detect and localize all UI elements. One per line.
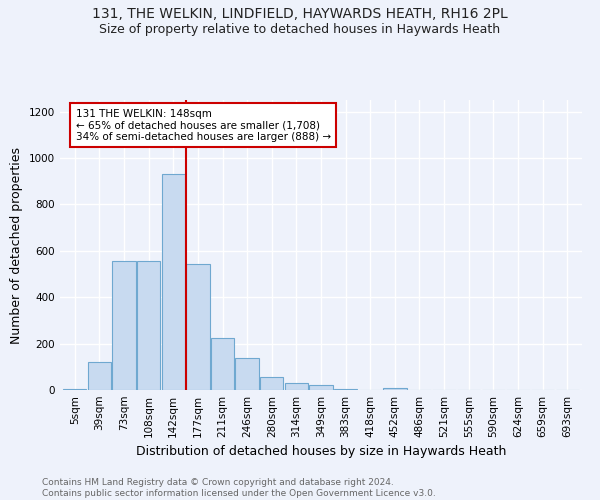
Bar	[260, 377, 283, 390]
Bar	[235, 358, 259, 390]
Bar	[334, 389, 358, 390]
Bar	[112, 261, 136, 390]
Text: 131, THE WELKIN, LINDFIELD, HAYWARDS HEATH, RH16 2PL: 131, THE WELKIN, LINDFIELD, HAYWARDS HEA…	[92, 8, 508, 22]
Text: Contains HM Land Registry data © Crown copyright and database right 2024.
Contai: Contains HM Land Registry data © Crown c…	[42, 478, 436, 498]
Bar	[88, 362, 111, 390]
Text: 131 THE WELKIN: 148sqm
← 65% of detached houses are smaller (1,708)
34% of semi-: 131 THE WELKIN: 148sqm ← 65% of detached…	[76, 108, 331, 142]
Bar	[161, 174, 185, 390]
Bar	[383, 388, 407, 390]
Bar	[63, 389, 86, 390]
Bar	[310, 386, 332, 390]
Bar	[137, 261, 160, 390]
Bar	[211, 338, 234, 390]
Text: Size of property relative to detached houses in Haywards Heath: Size of property relative to detached ho…	[100, 22, 500, 36]
Bar	[186, 264, 209, 390]
X-axis label: Distribution of detached houses by size in Haywards Heath: Distribution of detached houses by size …	[136, 446, 506, 458]
Bar	[284, 383, 308, 390]
Y-axis label: Number of detached properties: Number of detached properties	[10, 146, 23, 344]
